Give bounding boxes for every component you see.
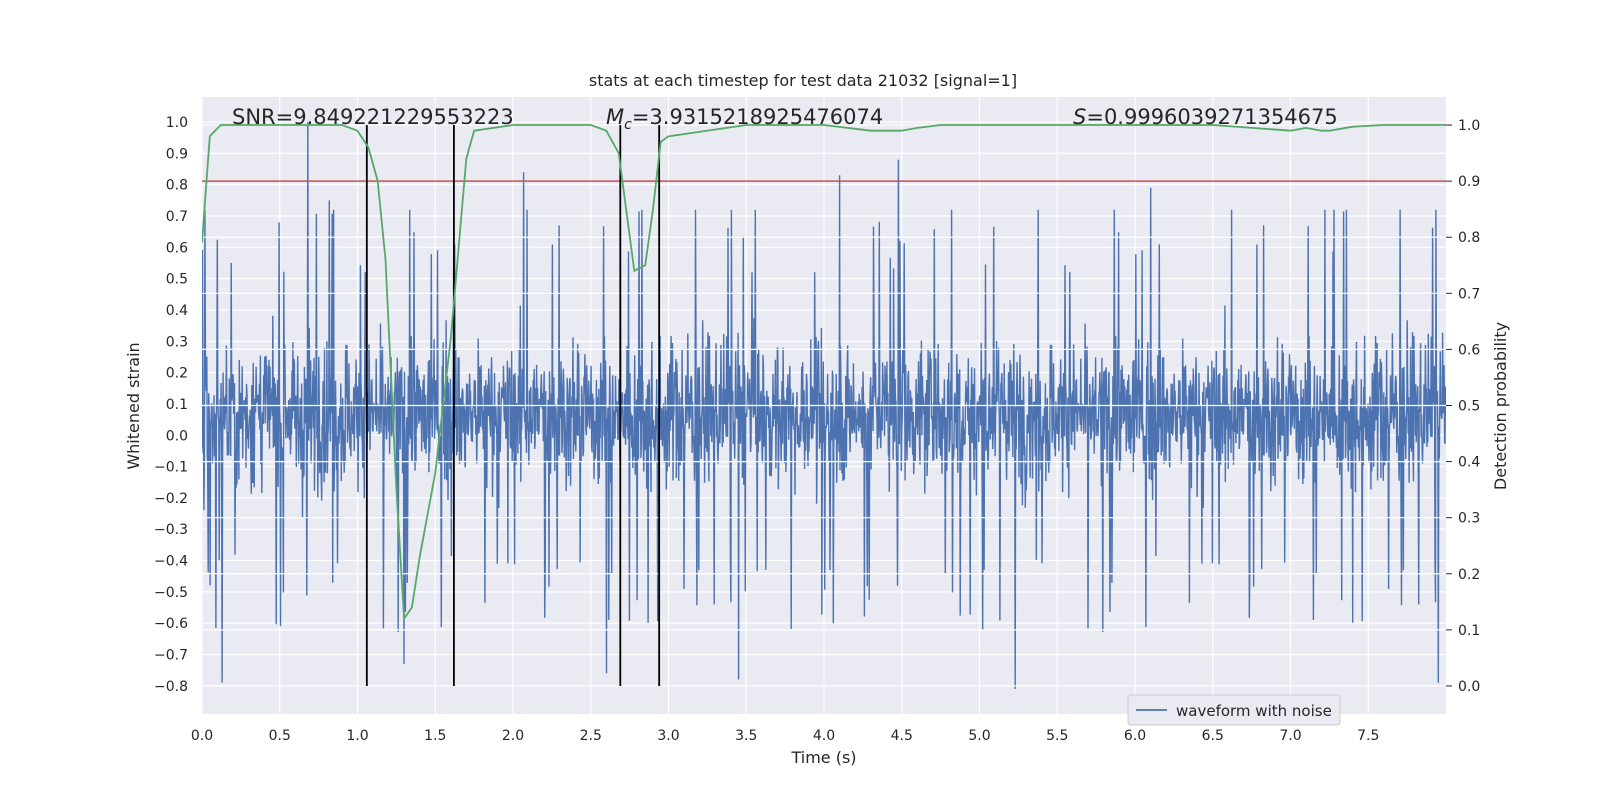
legend: waveform with noise <box>1127 694 1341 726</box>
right-y-tick-label: 0.9 <box>1458 174 1480 190</box>
left-y-axis-ticks: 1.0 0.9 0.8 0.7 0.6 0.5 0.4 0.3 0.2 0.1 0.0 −0.1 −0.… <box>154 115 188 695</box>
right-y-tick-label: 0.5 <box>1458 399 1480 415</box>
left-y-tick-label: 0.0 <box>166 428 188 444</box>
right-y-axis-ticks: 1.0 0.9 0.8 0.7 0.6 0.5 0.4 0.3 0.2 0.1 0.0 <box>1446 118 1480 695</box>
right-y-tick-label: 0.2 <box>1458 567 1480 583</box>
left-y-tick-label: −0.4 <box>154 554 188 570</box>
right-y-tick-label: 0.8 <box>1458 230 1480 246</box>
x-tick-label: 6.5 <box>1202 728 1224 744</box>
left-y-tick-label: −0.2 <box>154 491 188 507</box>
left-y-tick-label: −0.5 <box>154 585 188 601</box>
left-y-tick-label: 0.6 <box>166 240 188 256</box>
detection-probability-line <box>202 124 1446 622</box>
snr-annotation: SNR=9.849221229553223 <box>232 105 514 129</box>
significance-value: =0.9996039271354675 <box>1086 105 1337 129</box>
x-tick-label: 2.5 <box>580 728 602 744</box>
x-tick-label: 7.0 <box>1279 728 1301 744</box>
significance-symbol: S <box>1073 105 1086 129</box>
x-axis-ticks: 0.0 0.5 1.0 1.5 2.0 2.5 3.0 3.5 4.0 4.5 5.0 5.5 6.0 6… <box>191 728 1380 744</box>
left-y-tick-label: 0.9 <box>166 146 188 162</box>
right-y-tick-label: 0.4 <box>1458 455 1480 471</box>
left-y-axis-label: Whitened strain <box>124 342 143 469</box>
left-y-tick-label: −0.6 <box>154 616 188 632</box>
x-axis-label: Time (s) <box>790 748 856 767</box>
right-y-tick-label: 1.0 <box>1458 118 1480 134</box>
chirp-mass-subscript: c <box>624 117 632 133</box>
chirp-mass-annotation: Mc=3.9315218925476074 <box>606 105 883 133</box>
left-y-tick-label: −0.3 <box>154 522 188 538</box>
x-tick-label: 2.0 <box>502 728 524 744</box>
x-tick-label: 0.5 <box>269 728 291 744</box>
chart-title: stats at each timestep for test data 210… <box>589 71 1017 90</box>
left-y-tick-label: −0.7 <box>154 647 188 663</box>
left-y-tick-label: −0.1 <box>154 460 188 476</box>
chirp-mass-symbol: M <box>606 105 624 129</box>
right-y-axis-label: Detection probability <box>1491 322 1510 490</box>
x-tick-label: 6.0 <box>1124 728 1146 744</box>
x-tick-label: 5.0 <box>968 728 990 744</box>
right-y-tick-label: 0.0 <box>1458 679 1480 695</box>
legend-label: waveform with noise <box>1176 702 1332 720</box>
left-y-tick-label: −0.8 <box>154 679 188 695</box>
x-tick-label: 3.5 <box>735 728 757 744</box>
left-y-tick-label: 0.2 <box>166 366 188 382</box>
x-tick-label: 4.0 <box>813 728 835 744</box>
left-y-tick-label: 0.4 <box>166 303 188 319</box>
right-y-tick-label: 0.6 <box>1458 342 1480 358</box>
left-y-tick-label: 0.7 <box>166 209 188 225</box>
chirp-mass-value: =3.9315218925476074 <box>632 105 883 129</box>
significance-annotation: S=0.9996039271354675 <box>1073 105 1338 129</box>
left-y-tick-label: 1.0 <box>166 115 188 131</box>
x-tick-label: 5.5 <box>1046 728 1068 744</box>
left-y-tick-label: 0.5 <box>166 272 188 288</box>
waveform-series-line <box>202 122 1446 689</box>
left-y-tick-label: 0.3 <box>166 334 188 350</box>
left-y-tick-label: 0.8 <box>166 178 188 194</box>
x-tick-label: 0.0 <box>191 728 213 744</box>
right-y-tick-label: 0.1 <box>1458 623 1480 639</box>
vertical-markers <box>365 125 661 686</box>
right-y-tick-label: 0.7 <box>1458 286 1480 302</box>
left-y-tick-label: 0.1 <box>166 397 188 413</box>
x-tick-label: 7.5 <box>1357 728 1379 744</box>
x-tick-label: 1.0 <box>346 728 368 744</box>
x-tick-label: 3.0 <box>657 728 679 744</box>
x-tick-label: 4.5 <box>891 728 913 744</box>
legend-box <box>1127 694 1341 726</box>
x-tick-label: 1.5 <box>424 728 446 744</box>
right-y-tick-label: 0.3 <box>1458 511 1480 527</box>
